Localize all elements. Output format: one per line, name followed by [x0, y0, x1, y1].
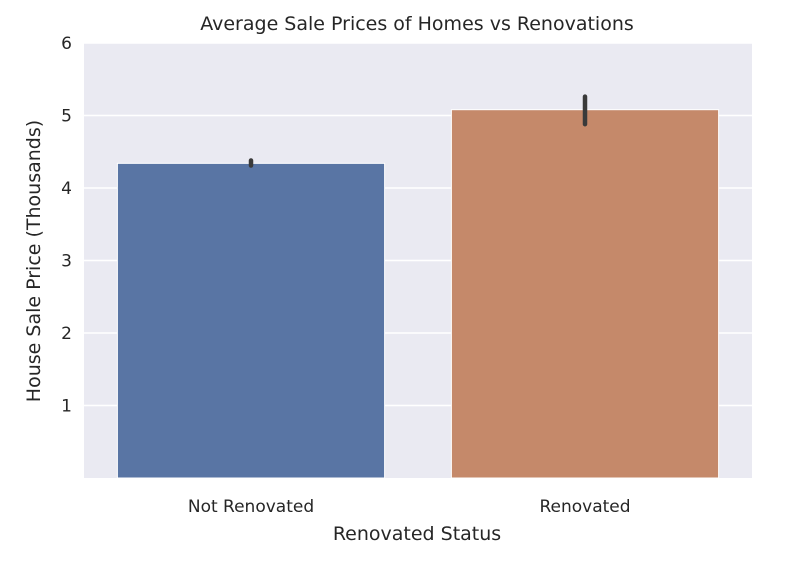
y-axis-label: House Sale Price (Thousands) [23, 120, 45, 402]
error-bars [248, 94, 588, 168]
x-tick-label: Renovated [539, 497, 630, 517]
x-tick-label: Not Renovated [188, 497, 314, 517]
y-tick-label: 2 [61, 324, 72, 344]
chart-title: Average Sale Prices of Homes vs Renovati… [200, 13, 634, 35]
y-tick-label: 4 [61, 179, 72, 199]
y-tick-label: 3 [61, 252, 72, 272]
y-tick-labels: 1 2 3 4 5 6 [61, 34, 72, 417]
y-tick-label: 6 [61, 34, 72, 54]
y-tick-label: 1 [61, 397, 72, 417]
x-axis-label: Renovated Status [333, 523, 501, 545]
bar-renovated [450, 109, 720, 479]
y-tick-label: 5 [61, 107, 72, 127]
bar-not-renovated [116, 162, 386, 479]
x-tick-labels: Not Renovated Renovated [188, 497, 631, 517]
bars [116, 109, 720, 479]
